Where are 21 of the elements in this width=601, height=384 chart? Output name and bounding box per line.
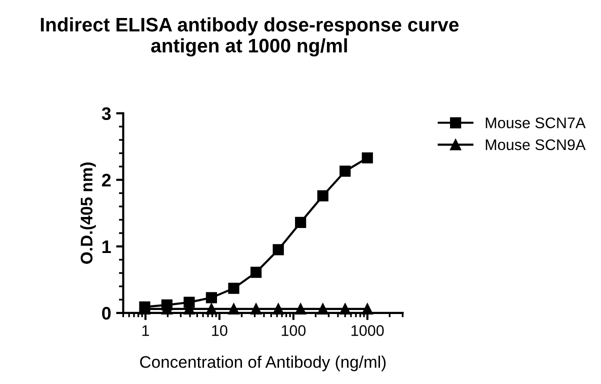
- point: [206, 292, 218, 304]
- point: [340, 166, 351, 177]
- point: [295, 216, 306, 228]
- x-tick-label: 100: [282, 325, 306, 336]
- point: [272, 244, 284, 256]
- point: [317, 190, 328, 202]
- legend-label: Mouse SCN7A: [486, 117, 586, 128]
- y-axis-title: O.D.(405 nm): [80, 162, 96, 264]
- x-axis-title: Concentration of Antibody (ng/ml): [140, 356, 386, 372]
- x-tick-label: 1: [142, 325, 149, 336]
- y-tick-label: 0: [102, 306, 111, 320]
- point: [250, 266, 262, 278]
- point: [228, 282, 240, 294]
- x-tick-label: 10: [212, 325, 228, 336]
- x-tick-label: 1000: [352, 325, 384, 336]
- y-tick-label: 3: [102, 107, 111, 120]
- y-tick-label: 2: [102, 174, 111, 186]
- y-tick-label: 1: [102, 240, 111, 253]
- chart-title: Indirect ELISA antibody dose-response curve antigen at 1000 ng/ml: [40, 17, 459, 56]
- point: [362, 152, 373, 164]
- legend-label: Mouse SCN9A: [486, 139, 586, 150]
